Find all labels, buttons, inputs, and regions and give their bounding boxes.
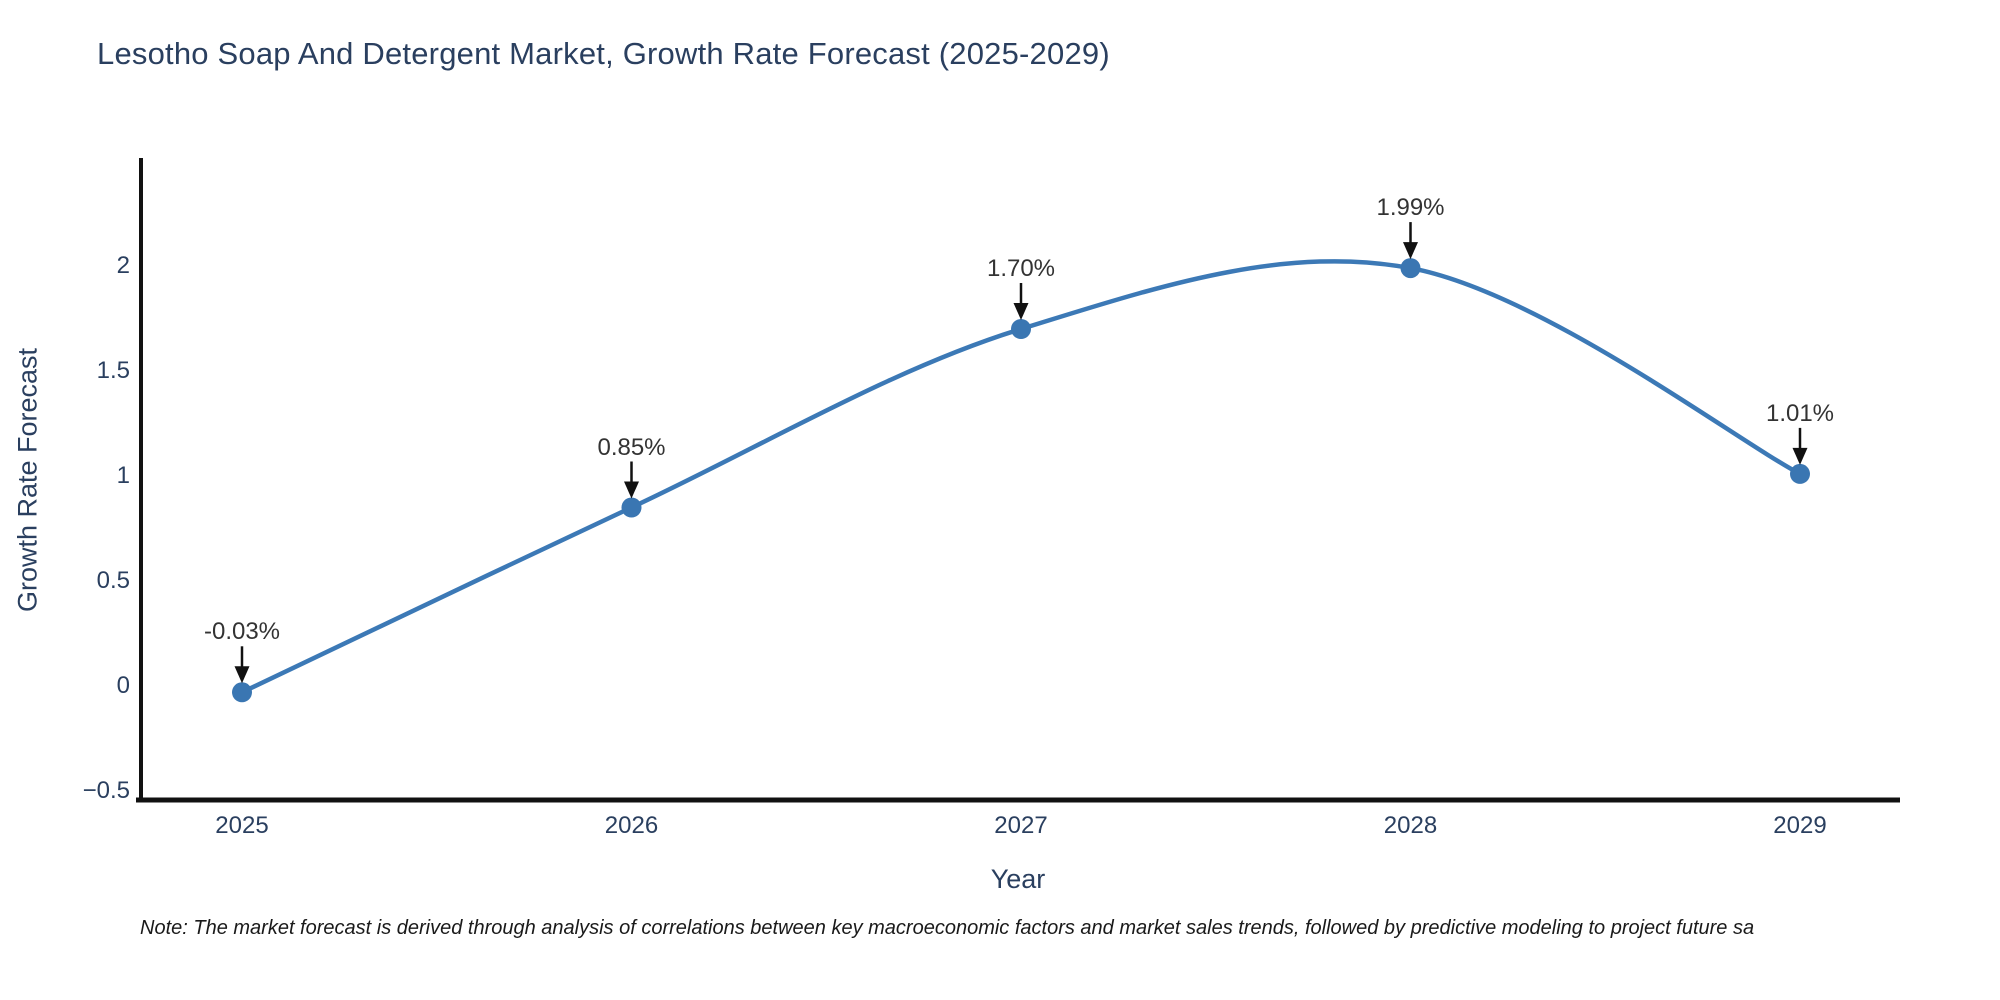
data-point-marker [232,682,252,703]
y-tick-label: 1.5 [96,357,130,384]
data-point-marker [1011,319,1031,339]
y-tick-label: −0.5 [82,777,130,804]
annotation-arrow-head [624,481,639,499]
annotation-arrow-head [1792,447,1808,465]
point-annotation-label: -0.03% [203,618,281,646]
annotation-arrow-head [234,666,250,684]
y-tick-label: 2 [116,252,130,279]
x-tick-label: 2026 [604,812,659,839]
chart-title: Lesotho Soap And Detergent Market, Growt… [97,36,1110,71]
data-point-marker [1400,258,1421,279]
y-axis-title: Growth Rate Forecast [12,347,43,613]
x-axis-title: Year [990,864,1046,894]
x-tick-label: 2027 [994,812,1048,839]
point-annotation-label: 0.85% [597,433,666,461]
x-tick-label: 2028 [1383,812,1438,839]
point-annotation-label: 1.99% [1376,194,1445,222]
x-tick-label: 2025 [215,812,269,839]
y-tick-label: 0.5 [96,567,130,594]
annotation-arrow-head [1013,303,1029,320]
annotation-arrow-head [1403,242,1418,260]
y-tick-label: 0 [116,672,130,699]
x-tick-label: 2029 [1773,812,1827,839]
data-point-marker [621,497,642,518]
data-point-marker [1790,463,1810,484]
point-annotation-label: 1.01% [1765,399,1835,427]
y-tick-label: 1 [116,462,130,489]
point-annotation-label: 1.70% [986,255,1056,282]
footnote: Note: The market forecast is derived thr… [140,917,1755,939]
